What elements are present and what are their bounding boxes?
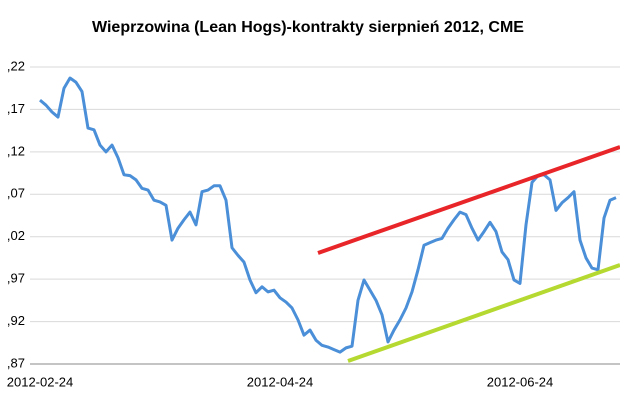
y-tick-label: ,12 bbox=[7, 143, 25, 158]
resistance-line bbox=[317, 145, 620, 255]
y-tick-label: ,22 bbox=[7, 58, 25, 73]
marks bbox=[39, 76, 617, 354]
x-tick-label: 2012-02-24 bbox=[7, 374, 74, 389]
x-tick-label: 2012-06-24 bbox=[487, 374, 554, 389]
grid bbox=[30, 66, 620, 365]
data-line bbox=[39, 76, 617, 354]
x-tick-label: 2012-04-24 bbox=[247, 374, 314, 389]
y-tick-label: ,97 bbox=[7, 271, 25, 286]
y-tick-label: ,87 bbox=[7, 355, 25, 370]
y-tick-label: ,07 bbox=[7, 186, 25, 201]
y-tick-label: ,17 bbox=[7, 101, 25, 116]
support-line bbox=[347, 263, 620, 363]
chart-title: Wieprzowina (Lean Hogs)-kontrakty sierpn… bbox=[92, 19, 524, 36]
y-tick-label: ,92 bbox=[7, 313, 25, 328]
y-tick-label: ,02 bbox=[7, 228, 25, 243]
